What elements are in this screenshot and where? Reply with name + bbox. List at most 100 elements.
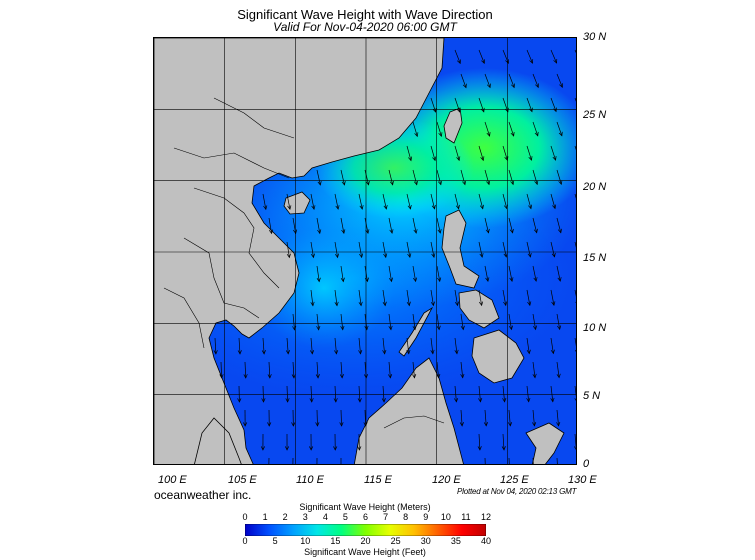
lat-label-5n: 5 N [583, 390, 601, 402]
wave-arrow [262, 193, 267, 210]
wave-arrow-head [263, 205, 268, 211]
legend-meters-tick: 9 [423, 512, 429, 522]
wave-arrow [502, 97, 509, 112]
wave-arrow-head [412, 373, 417, 379]
wave-arrow [574, 145, 576, 151]
wave-arrow-head [503, 253, 508, 258]
wave-arrow-head [510, 131, 515, 137]
legend-feet-ticks: 0 5 10 15 20 25 30 35 40 [242, 536, 491, 548]
wave-arrow [502, 289, 507, 306]
wave-arrow-head [316, 325, 321, 331]
wave-arrow-head [575, 253, 576, 255]
wave-arrow-head [485, 277, 490, 283]
wave-arrow-head [454, 397, 459, 403]
wave-arrow [358, 289, 362, 306]
wave-arrow [268, 361, 271, 378]
wave-arrow [550, 385, 554, 402]
legend-meters-tick: 8 [403, 512, 409, 522]
wave-arrow-head [359, 253, 364, 259]
wave-arrow-head [527, 301, 532, 307]
wave-arrow-head [287, 205, 292, 211]
wave-arrow-head [552, 107, 557, 113]
wave-arrow-head [552, 204, 557, 210]
wave-arrow [460, 169, 466, 185]
wave-arrow-head [438, 132, 443, 137]
legend-feet-tick: 30 [420, 536, 431, 546]
wave-arrow-head [237, 350, 242, 355]
wave-arrow-head [414, 132, 419, 138]
wave-arrow-head [456, 156, 461, 162]
legend-meters-tick: 0 [242, 512, 248, 522]
wave-arrow [526, 385, 530, 402]
wave-arrow [436, 217, 441, 234]
wave-arrow [508, 169, 514, 185]
wave-arrow [574, 241, 576, 248]
wave-arrow [508, 265, 513, 282]
wave-arrow-head [388, 373, 393, 379]
wave-arrow [286, 385, 288, 402]
wave-arrow [310, 289, 314, 306]
wave-arrow [238, 337, 241, 354]
wave-arrow [382, 337, 385, 354]
wave-arrow-head [510, 180, 515, 186]
wave-arrow-head [309, 398, 314, 403]
wave-arrow [556, 361, 560, 378]
wave-arrow-head [406, 301, 411, 307]
wave-arrow-head [533, 228, 538, 234]
wave-arrow-head [260, 446, 265, 451]
wave-arrow [406, 241, 411, 258]
wave-arrow [382, 385, 385, 402]
wave-arrow-head [365, 180, 370, 186]
wave-arrow-head [339, 374, 344, 379]
wave-arrow-head [333, 446, 338, 451]
wave-arrow-head [557, 228, 562, 234]
wave-arrow-head [532, 421, 537, 427]
wave-arrow-head [573, 446, 576, 450]
wave-arrow-head [574, 349, 576, 352]
legend-meters-tick: 12 [480, 512, 492, 522]
wave-arrow-head [509, 228, 514, 234]
wave-arrow [502, 241, 507, 258]
wave-arrow [388, 313, 392, 330]
sumatra-island [194, 417, 242, 464]
wave-arrow-head [317, 181, 322, 186]
wave-arrow [430, 289, 434, 306]
wave-arrow-head [291, 374, 296, 379]
wave-arrow-head [529, 59, 534, 64]
wave-arrow [484, 265, 489, 282]
wave-arrow-head [408, 156, 413, 162]
wave-arrow [556, 409, 559, 426]
wave-arrow-head [381, 398, 386, 403]
wave-arrow-head [309, 446, 314, 451]
wave-arrow [286, 241, 290, 258]
wave-arrow-head [481, 59, 485, 65]
wave-arrow [430, 97, 436, 113]
wave-arrow-head [341, 229, 346, 235]
wave-arrow [310, 385, 313, 402]
wave-arrow-head [268, 229, 274, 235]
wave-arrow [508, 409, 511, 426]
country-borders [163, 97, 445, 429]
wave-arrow-head [431, 253, 436, 258]
wave-arrow [316, 313, 319, 330]
wave-arrow [430, 241, 435, 258]
wave-arrow-head [504, 156, 509, 161]
wave-arrow [454, 145, 460, 161]
wave-arrow [502, 49, 509, 64]
wave-arrow-head [576, 204, 577, 208]
wave-arrow-head [310, 301, 315, 307]
wave-arrow-head [364, 325, 369, 331]
wave-arrow-head [455, 204, 460, 210]
wave-arrow-head [412, 325, 417, 331]
wave-arrow-head [527, 252, 532, 258]
wave-arrow-head [559, 83, 563, 89]
wave-arrow [454, 289, 458, 306]
lat-label-10n: 10 N [583, 322, 607, 334]
wave-arrow-head [389, 229, 394, 234]
wave-arrow [574, 433, 576, 450]
wave-arrow [430, 193, 435, 209]
wave-arrow [382, 241, 387, 258]
wave-arrow [502, 145, 508, 161]
wave-arrow-head [528, 107, 533, 113]
legend-meters-tick: 2 [282, 512, 288, 522]
